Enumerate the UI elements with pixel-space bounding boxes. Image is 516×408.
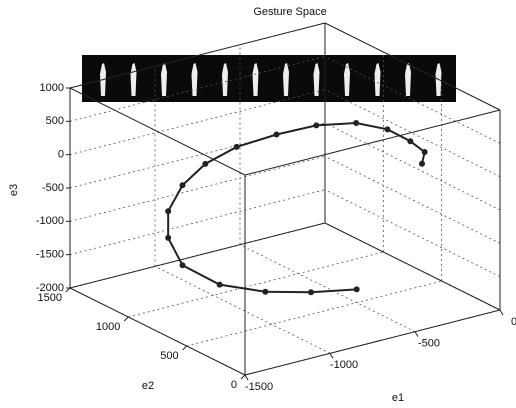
trajectory-point (313, 122, 320, 129)
x-tick-label: -1000 (330, 359, 358, 371)
x-tick (414, 331, 419, 337)
y-tick (123, 316, 129, 322)
trajectory-point (273, 131, 280, 138)
z-tick-label: -1000 (36, 215, 64, 227)
grid-line (69, 155, 326, 222)
y-tick-label: 500 (160, 350, 178, 362)
y-tick (65, 287, 71, 293)
y-tick-label: 1000 (96, 321, 120, 333)
strip-background (82, 55, 456, 102)
box-edge (69, 87, 246, 176)
box-edge (244, 109, 501, 176)
box-edge (69, 22, 326, 89)
x-tick (329, 353, 334, 359)
grid-line (186, 280, 442, 347)
trajectory-point (308, 289, 314, 296)
y-axis-label: e2 (142, 380, 154, 392)
hand-frame (161, 63, 167, 96)
image-strip (82, 55, 456, 102)
grid-line (239, 244, 416, 333)
hand-frame (405, 63, 411, 96)
box-edge (69, 222, 326, 289)
x-tick (244, 374, 249, 381)
trajectory-point (384, 126, 391, 133)
grid-line (324, 122, 501, 211)
trajectory-point (202, 160, 209, 167)
grid-line (69, 122, 326, 189)
chart-title: Gesture Space (253, 6, 326, 18)
trajectory-point (353, 119, 360, 126)
trajectory-point (421, 149, 428, 155)
trajectory-point (165, 234, 172, 241)
grid-line (69, 55, 326, 122)
grid-line (69, 89, 326, 156)
hand-frame (252, 63, 259, 96)
grid-line (324, 155, 501, 244)
trajectory-point (262, 288, 269, 295)
z-tick-label: -2000 (36, 282, 64, 294)
trajectory-point (179, 262, 186, 269)
hand-frame (313, 63, 320, 96)
grid-line (324, 189, 501, 278)
hand-frame (374, 63, 381, 96)
x-tick-label: -500 (418, 338, 440, 350)
trajectory-point (179, 182, 186, 189)
z-tick-label: -500 (42, 182, 64, 194)
x-tick-label: 0 (511, 316, 516, 328)
grid-line (128, 251, 384, 318)
grid-line (324, 89, 501, 178)
x-tick (499, 309, 504, 316)
y-tick-label: 1500 (38, 292, 62, 304)
trajectory-point (353, 286, 360, 293)
grid-line (69, 189, 326, 256)
grid-line (154, 265, 331, 354)
trajectory-point (216, 281, 223, 288)
z-axis-label: e3 (8, 184, 20, 196)
x-tick-label: -1500 (245, 381, 273, 393)
z-tick-label: 1000 (40, 82, 64, 94)
hand-frame (222, 63, 228, 96)
trajectory-point (407, 138, 414, 145)
hand-frame (344, 63, 350, 96)
hand-frame (191, 63, 198, 96)
trajectory (167, 121, 426, 294)
z-tick-label: 0 (58, 149, 64, 161)
x-axis-label: e1 (392, 392, 404, 404)
z-tick-label: 500 (46, 115, 64, 127)
box-edge (324, 22, 501, 111)
hand-frame (283, 63, 289, 96)
y-tick-label: 0 (231, 379, 237, 391)
y-tick (240, 374, 246, 380)
box-edge (324, 222, 501, 311)
z-tick-label: -1500 (36, 249, 64, 261)
y-tick (182, 345, 188, 351)
trajectory-point (165, 208, 172, 215)
trajectory-point (233, 143, 240, 150)
trajectory-point (419, 160, 425, 167)
box-edge (69, 287, 246, 376)
box-edge (244, 309, 501, 376)
